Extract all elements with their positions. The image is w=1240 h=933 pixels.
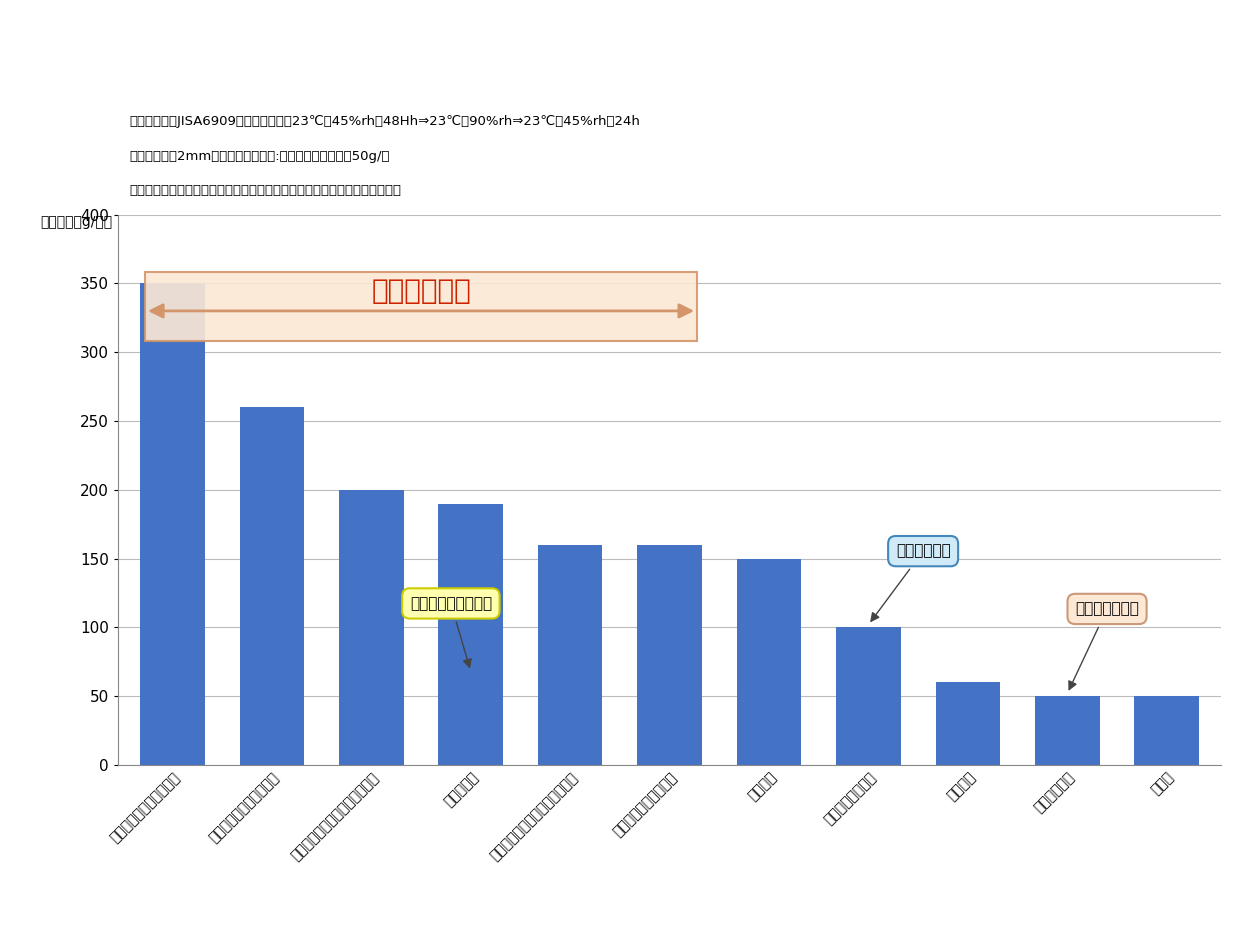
Text: 稚内珪藻土系: 稚内珪藻土系: [371, 277, 471, 305]
Bar: [737, 559, 801, 765]
Text: ・塗り厚さ：2mm　石膏ボード下地:石膏ボードの調湿性50g/㎡: ・塗り厚さ：2mm 石膏ボード下地:石膏ボードの調湿性50g/㎡: [129, 150, 389, 162]
Bar: [339, 490, 404, 765]
Text: 調湿塗り壁材の調湿性能比較: 調湿塗り壁材の調湿性能比較: [458, 33, 782, 75]
Text: ・試験方法：JISA6909準拠　・条件：23℃、45%rh、48Hh⇒23℃、90%rh⇒23℃、45%rh、24h: ・試験方法：JISA6909準拠 ・条件：23℃、45%rh、48Hh⇒23℃、…: [129, 116, 640, 129]
Bar: [439, 504, 503, 765]
Text: ・テスト場所：滋賀県立工業技術センター　　・実施者：㈱自然素材研究所: ・テスト場所：滋賀県立工業技術センター ・実施者：㈱自然素材研究所: [129, 184, 401, 197]
Bar: [836, 627, 900, 765]
Text: 調湿性能（g/㎡）: 調湿性能（g/㎡）: [40, 215, 112, 229]
FancyBboxPatch shape: [145, 272, 697, 341]
Bar: [935, 683, 1001, 765]
Bar: [140, 284, 205, 765]
Text: 石膏ボードの調湿性: 石膏ボードの調湿性: [409, 596, 492, 667]
Bar: [637, 545, 702, 765]
Bar: [1135, 696, 1199, 765]
Text: 漆喰、シラス系: 漆喰、シラス系: [1069, 602, 1140, 689]
Bar: [239, 407, 304, 765]
Text: 白色珪藻土系: 白色珪藻土系: [870, 544, 951, 621]
FancyArrowPatch shape: [151, 305, 691, 317]
Bar: [538, 545, 603, 765]
Bar: [1035, 696, 1100, 765]
